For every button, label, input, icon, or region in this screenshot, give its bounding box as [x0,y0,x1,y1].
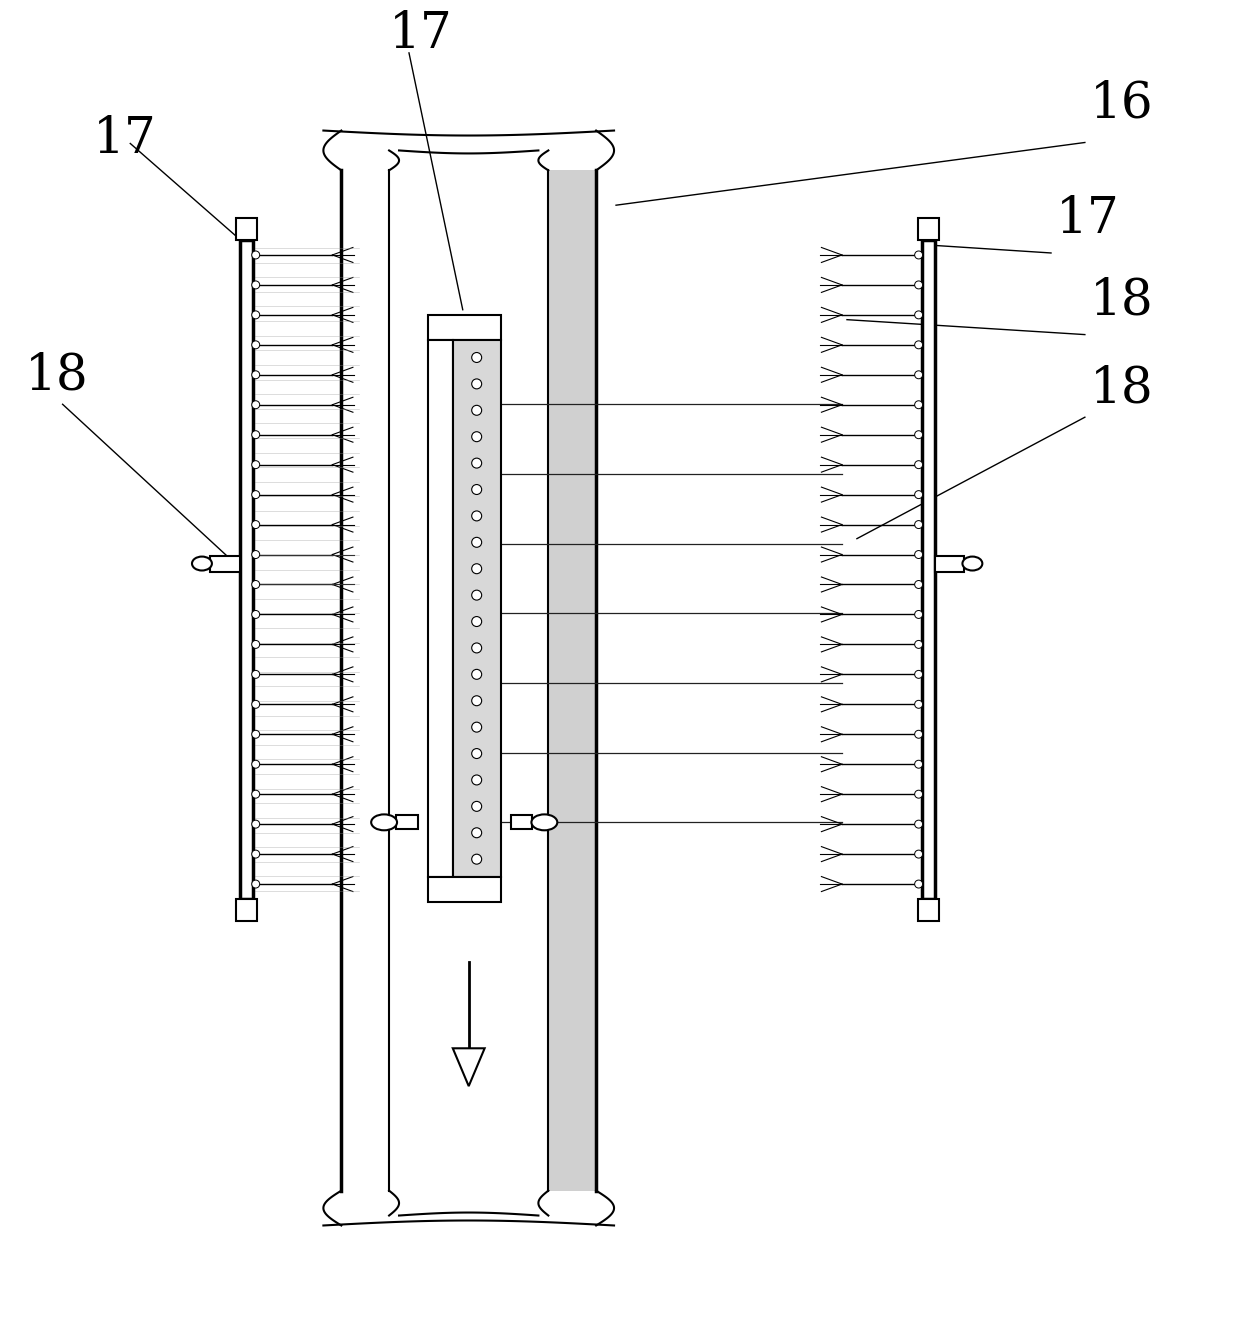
Circle shape [915,251,922,259]
Circle shape [252,851,260,859]
Polygon shape [917,218,938,241]
Circle shape [915,401,922,409]
Polygon shape [917,898,938,921]
Circle shape [252,340,260,348]
Polygon shape [210,556,240,571]
Circle shape [472,352,482,363]
Circle shape [472,379,482,389]
Ellipse shape [532,815,558,831]
Circle shape [472,722,482,732]
Polygon shape [236,898,257,921]
Circle shape [252,700,260,708]
Circle shape [915,610,922,618]
Circle shape [252,791,260,799]
Circle shape [472,510,482,521]
Polygon shape [921,241,935,898]
Circle shape [915,851,922,859]
Circle shape [252,670,260,678]
Circle shape [915,641,922,649]
Circle shape [915,700,922,708]
Circle shape [252,431,260,439]
Circle shape [472,748,482,759]
Circle shape [472,670,482,679]
Polygon shape [935,556,965,571]
Circle shape [472,775,482,785]
Circle shape [915,731,922,738]
Circle shape [252,760,260,768]
Ellipse shape [962,557,982,570]
Ellipse shape [371,815,397,831]
Circle shape [252,550,260,558]
Circle shape [252,311,260,319]
Circle shape [472,563,482,574]
Circle shape [472,828,482,837]
Circle shape [252,490,260,498]
Circle shape [472,696,482,706]
Circle shape [252,820,260,828]
Polygon shape [236,218,257,241]
Polygon shape [548,170,597,1191]
Polygon shape [428,315,500,340]
Ellipse shape [192,557,212,570]
Circle shape [915,461,922,469]
Circle shape [915,550,922,558]
Polygon shape [510,816,533,829]
Circle shape [472,855,482,864]
Circle shape [915,880,922,888]
Circle shape [472,643,482,653]
Circle shape [915,340,922,348]
Circle shape [915,791,922,799]
Circle shape [915,280,922,288]
Circle shape [252,251,260,259]
Circle shape [915,490,922,498]
Text: 18: 18 [25,351,89,400]
Circle shape [252,731,260,738]
Circle shape [915,431,922,439]
Text: 18: 18 [1090,276,1153,326]
Polygon shape [240,241,252,898]
Circle shape [252,521,260,529]
Circle shape [472,537,482,548]
Circle shape [915,820,922,828]
Circle shape [252,371,260,379]
Text: 17: 17 [92,116,156,165]
Circle shape [915,581,922,589]
Circle shape [252,461,260,469]
Text: 18: 18 [1090,364,1153,413]
Polygon shape [428,340,453,877]
Circle shape [915,311,922,319]
Circle shape [472,801,482,811]
Circle shape [472,405,482,415]
Circle shape [915,670,922,678]
Polygon shape [396,816,418,829]
Polygon shape [428,877,500,902]
Circle shape [915,521,922,529]
Circle shape [472,459,482,468]
Circle shape [252,581,260,589]
Circle shape [252,880,260,888]
Circle shape [252,280,260,288]
Text: 16: 16 [1090,80,1153,129]
Circle shape [472,617,482,626]
Circle shape [915,371,922,379]
Circle shape [915,760,922,768]
Text: 17: 17 [1056,194,1119,245]
Circle shape [252,641,260,649]
Circle shape [252,610,260,618]
Circle shape [252,401,260,409]
Text: 17: 17 [389,9,453,58]
Circle shape [472,590,482,601]
Circle shape [472,485,482,494]
Polygon shape [453,340,500,877]
Circle shape [472,432,482,441]
Polygon shape [453,1049,484,1086]
